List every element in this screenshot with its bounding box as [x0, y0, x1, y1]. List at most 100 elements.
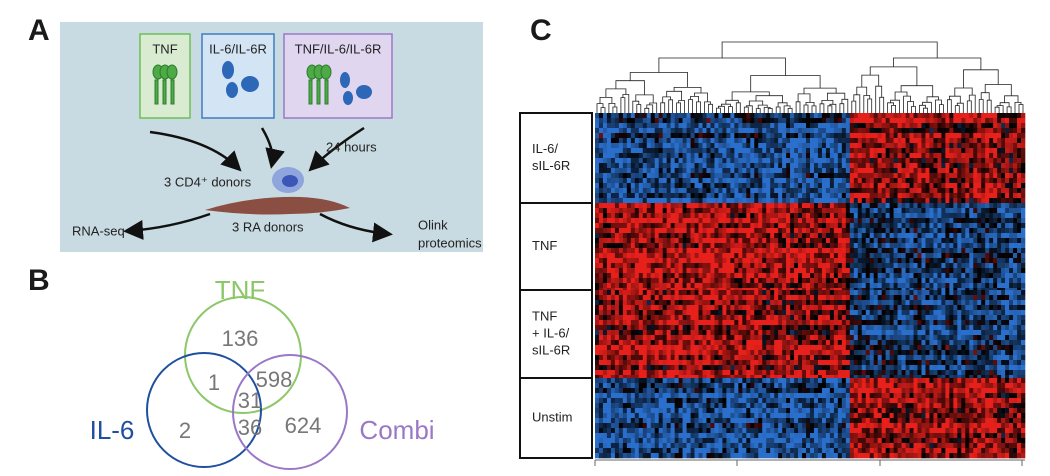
heatmap-cell: [945, 325, 950, 331]
heatmap-cell: [965, 128, 970, 134]
heatmap-cell: [985, 153, 990, 159]
heatmap-cell: [718, 153, 723, 159]
heatmap-cell: [742, 183, 747, 189]
heatmap-cell: [997, 310, 1002, 316]
heatmap-cell: [925, 278, 930, 284]
heatmap-cell: [969, 288, 974, 291]
heatmap-cell: [654, 198, 659, 204]
heatmap-cell: [658, 163, 663, 169]
heatmap-cell: [1021, 300, 1026, 306]
heatmap-cell: [694, 248, 699, 254]
heatmap-cell: [794, 238, 799, 244]
heatmap-cell: [698, 128, 703, 134]
heatmap-cell: [821, 118, 827, 124]
heatmap-cell: [682, 133, 687, 139]
heatmap-cell: [766, 113, 771, 119]
heatmap-cell: [770, 143, 775, 149]
heatmap-cell: [714, 213, 719, 219]
heatmap-cell: [690, 248, 695, 254]
heatmap-cell: [837, 203, 843, 209]
heatmap-cell: [841, 148, 847, 154]
heatmap-cell: [734, 223, 739, 229]
heatmap-cell: [969, 325, 974, 331]
heatmap-cell: [973, 178, 978, 184]
heatmap-cell: [989, 218, 994, 224]
heatmap-cell: [810, 248, 815, 254]
heatmap-cell: [829, 248, 835, 254]
dendrogram-branch: [956, 102, 964, 113]
heatmap-cell: [630, 268, 636, 274]
heatmap-cell: [1013, 213, 1018, 219]
heatmap-cell: [790, 278, 795, 284]
heatmap-cell: [770, 168, 775, 174]
heatmap-cell: [598, 295, 604, 301]
heatmap-cell: [595, 310, 600, 316]
heatmap-cell: [806, 128, 811, 134]
heatmap-cell: [941, 295, 946, 301]
heatmap-cell: [722, 138, 727, 144]
heatmap-cell: [849, 188, 855, 194]
heatmap-cell: [646, 273, 652, 279]
heatmap-cell: [598, 163, 604, 169]
heatmap-cell: [913, 128, 918, 134]
heatmap-cell: [993, 243, 998, 249]
heatmap-cell: [618, 315, 624, 321]
heatmap-cell: [674, 208, 679, 214]
heatmap-cell: [666, 258, 671, 264]
heatmap-cell: [925, 258, 930, 264]
heatmap-cell: [841, 233, 847, 239]
heatmap-cell: [825, 320, 831, 326]
dendrogram-branch: [811, 105, 817, 113]
heatmap-cell: [849, 118, 855, 124]
heatmap-cell: [993, 283, 998, 289]
heatmap-cell: [941, 213, 946, 219]
heatmap-cell: [802, 163, 807, 169]
heatmap-cell: [702, 158, 707, 164]
heatmap-cell: [658, 208, 663, 214]
heatmap-cell: [634, 278, 640, 284]
heatmap-cell: [690, 198, 695, 204]
heatmap-cell: [610, 218, 616, 224]
heatmap-cell: [917, 138, 922, 144]
heatmap-cell: [754, 315, 759, 321]
dendrogram-branch: [851, 100, 857, 113]
heatmap-cell: [873, 290, 878, 296]
heatmap-cell: [845, 223, 851, 229]
heatmap-cell: [989, 320, 994, 326]
heatmap-cell: [913, 163, 918, 169]
heatmap-cell: [921, 325, 926, 331]
heatmap-cell: [634, 288, 640, 291]
heatmap-cell: [654, 288, 659, 291]
heatmap-cell: [738, 283, 743, 289]
heatmap-cell: [1013, 320, 1018, 326]
heatmap-cell: [897, 278, 902, 284]
heatmap-cell: [977, 243, 982, 249]
heatmap-cell: [877, 305, 882, 311]
heatmap-cell: [969, 183, 974, 189]
heatmap-cell: [730, 253, 735, 259]
heatmap-cell: [658, 193, 663, 199]
heatmap-cell: [989, 113, 994, 119]
heatmap-cell: [1005, 118, 1010, 124]
heatmap-cell: [969, 290, 974, 296]
heatmap-cell: [722, 153, 727, 159]
heatmap-cell: [642, 278, 648, 284]
heatmap-cell: [782, 138, 787, 144]
heatmap-cell: [861, 310, 867, 316]
heatmap-cell: [750, 258, 755, 264]
heatmap-cell: [821, 193, 827, 199]
heatmap-cell: [778, 310, 783, 316]
heatmap-cell: [817, 128, 823, 134]
heatmap-cell: [650, 268, 656, 274]
heatmap-cell: [606, 320, 612, 326]
heatmap-cell: [654, 188, 659, 194]
heatmap-cell: [977, 238, 982, 244]
heatmap-cell: [965, 288, 970, 291]
heatmap-cell: [730, 290, 735, 296]
heatmap-cell: [873, 163, 878, 169]
heatmap-cell: [917, 173, 922, 179]
heatmap-cell: [853, 248, 859, 254]
dendrogram-branch: [755, 95, 783, 103]
heatmap-cell: [782, 283, 787, 289]
heatmap-cell: [917, 315, 922, 321]
